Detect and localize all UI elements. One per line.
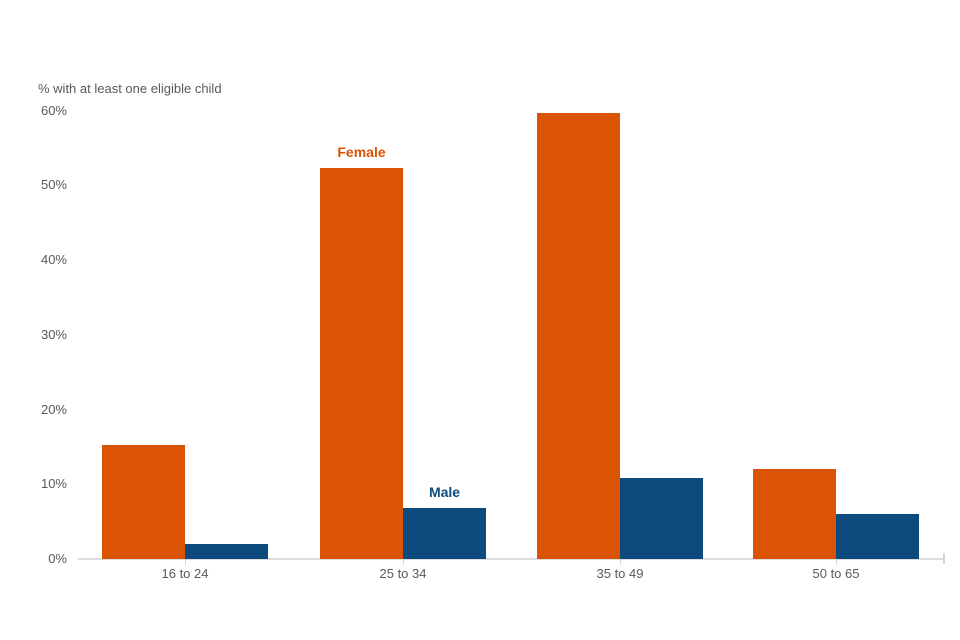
y-tick-label-30: 30%	[40, 326, 67, 342]
x-axis-line	[78, 558, 944, 560]
x-category-label-16-to-24: 16 to 24	[161, 566, 209, 581]
female-series-label: Female	[337, 144, 386, 161]
y-tick-label-60: 60%	[40, 102, 67, 118]
x-tick-mark-35-to-49	[620, 560, 621, 565]
bar-female-35-to-49	[537, 112, 620, 559]
y-axis-title: % with at least one eligible child	[38, 81, 222, 96]
y-tick-label-20: 20%	[40, 401, 67, 417]
bar-male-16-to-24	[185, 544, 268, 559]
y-tick-label-10: 10%	[40, 476, 67, 492]
y-tick-label-0: 0%	[48, 551, 67, 566]
bar-male-35-to-49	[620, 477, 703, 559]
x-tick-mark-50-to-65	[836, 560, 837, 565]
y-tick-label-40: 40%	[40, 252, 67, 267]
x-category-label-35-to-49: 35 to 49	[596, 566, 644, 581]
x-tick-mark-25-to-34	[403, 560, 404, 565]
bar-male-25-to-34	[403, 508, 486, 559]
male-series-label: Male	[428, 484, 461, 501]
x-category-label-50-to-65: 50 to 65	[812, 566, 860, 581]
y-tick-label-50: 50%	[40, 177, 67, 193]
x-category-label-25-to-34: 25 to 34	[379, 566, 427, 581]
x-axis-end-tick	[943, 553, 945, 564]
bar-male-50-to-65	[836, 514, 919, 559]
bar-female-16-to-24	[102, 444, 185, 559]
bar-female-50-to-65	[753, 468, 836, 559]
x-tick-mark-16-to-24	[185, 560, 186, 565]
bar-female-25-to-34	[320, 168, 403, 559]
